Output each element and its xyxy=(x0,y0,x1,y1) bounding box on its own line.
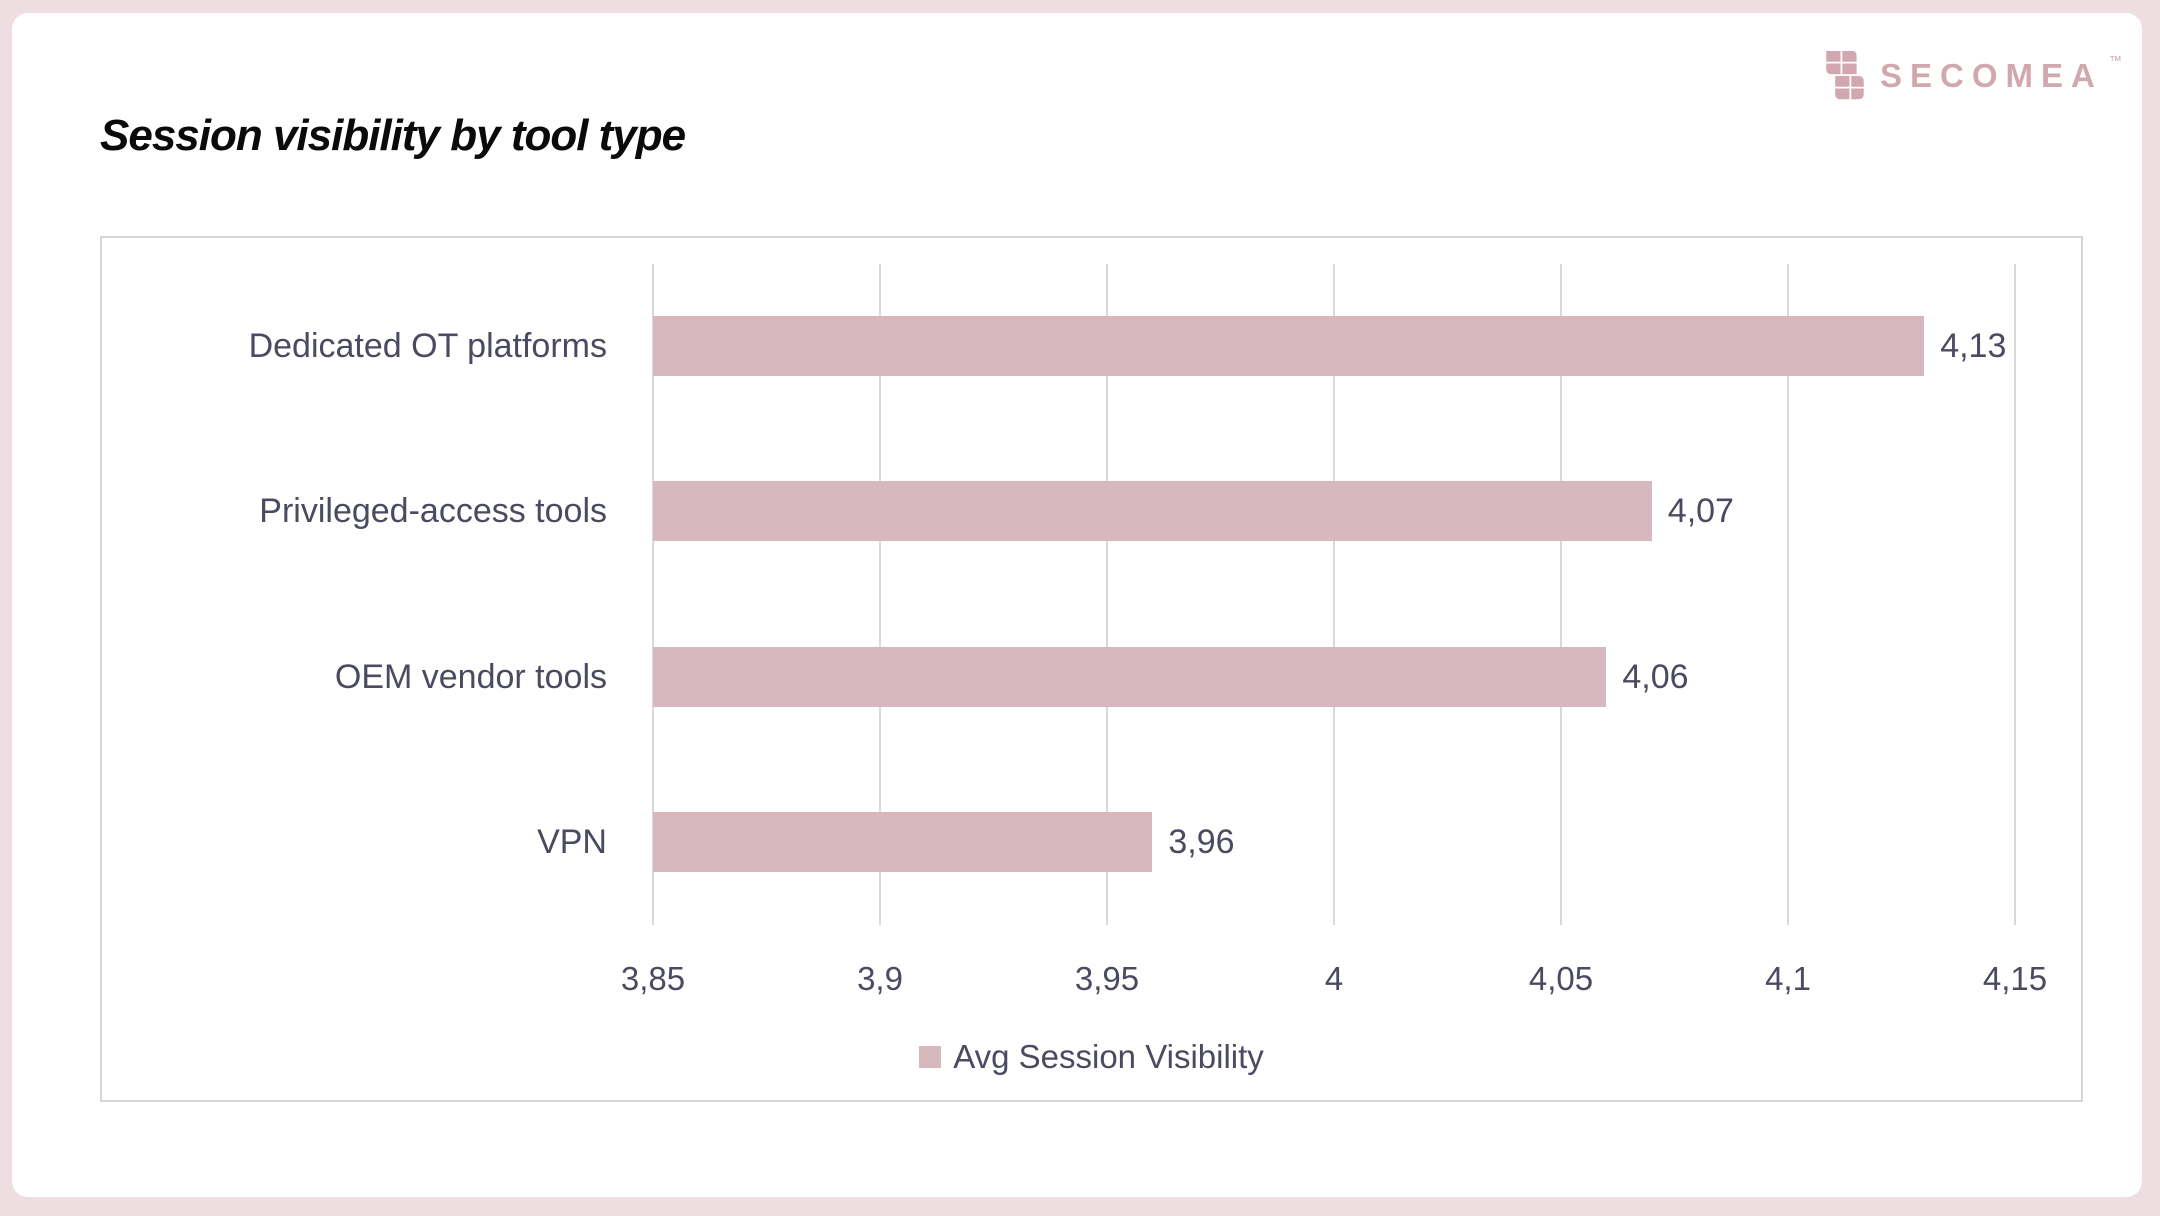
bar xyxy=(653,811,1153,872)
chart-card: Session visibility by tool type xyxy=(12,13,2142,1197)
x-tick-label: 4,1 xyxy=(1765,960,1811,997)
page-title: Session visibility by tool type xyxy=(100,111,686,160)
category-label: Privileged-access tools xyxy=(259,492,607,531)
category-label: OEM vendor tools xyxy=(334,657,607,696)
bar-value-label: 4,07 xyxy=(1667,492,1734,531)
x-gridline xyxy=(1106,264,1108,925)
x-gridline xyxy=(1560,264,1562,925)
bar xyxy=(653,316,1925,376)
category-label: Dedicated OT platforms xyxy=(248,327,607,365)
x-tick-label: 4,05 xyxy=(1528,960,1594,997)
x-gridline xyxy=(2014,264,2016,925)
legend-label: Avg Session Visibility xyxy=(953,1038,1264,1075)
bar xyxy=(653,646,1607,707)
category-label: VPN xyxy=(537,822,607,861)
x-gridline xyxy=(1787,264,1789,925)
x-tick-label: 4,15 xyxy=(1982,960,2048,997)
bar-value-label: 4,06 xyxy=(1622,657,1689,696)
legend-swatch xyxy=(919,1046,942,1068)
secomea-logo-icon xyxy=(1824,51,1866,101)
x-tick-label: 3,85 xyxy=(620,960,686,997)
x-tick-label: 3,95 xyxy=(1074,960,1140,997)
x-gridline xyxy=(1333,264,1335,925)
secomea-trademark-mark: ™ xyxy=(2108,53,2122,68)
secomea-logo-text: SECOMEA xyxy=(1880,57,2103,94)
bar-chart: 3,85 3,9 3,95 4 4,05 4,1 4,15 Dedicated OT plat… xyxy=(100,236,2083,1102)
x-gridline xyxy=(879,264,881,925)
chart-legend: Avg Session Visibility xyxy=(102,1038,2081,1076)
bar-value-label: 3,96 xyxy=(1168,822,1235,861)
bar xyxy=(653,481,1652,542)
x-tick-label: 4 xyxy=(1324,960,1344,997)
secomea-logo: SECOMEA ™ xyxy=(1824,51,2122,101)
x-gridline xyxy=(652,264,654,925)
x-tick-label: 3,9 xyxy=(857,960,903,997)
bar-value-label: 4,13 xyxy=(1940,327,2007,365)
